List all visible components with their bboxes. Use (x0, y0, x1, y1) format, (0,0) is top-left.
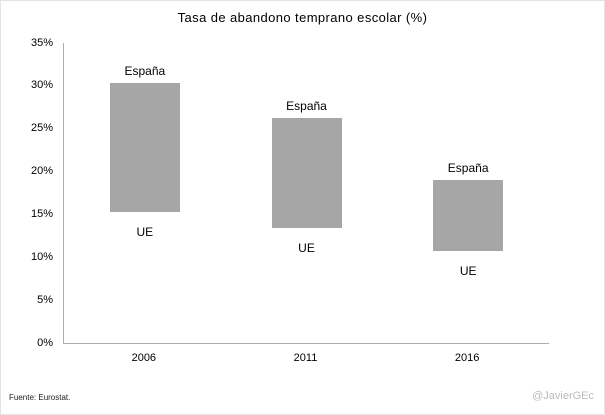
x-tick-label: 2011 (293, 352, 318, 364)
range-bar (433, 180, 504, 252)
espana-label: España (286, 98, 327, 113)
y-axis: 0% 5% 10% 15% 20% 25% 30% 35% (1, 37, 53, 349)
x-tick-label: 2016 (454, 352, 480, 364)
source-note: Fuente: Eurostat. (9, 393, 71, 402)
credit-handle: @JavierGEc (532, 390, 594, 402)
range-bar (271, 117, 342, 229)
y-tick-label: 30% (30, 79, 53, 92)
y-tick-label: 0% (37, 336, 53, 349)
y-tick-label: 15% (30, 207, 53, 220)
x-axis: 2006 2011 2016 (63, 352, 548, 368)
espana-label: España (124, 64, 166, 79)
ue-label: UE (136, 224, 154, 239)
y-tick-label: 10% (30, 250, 53, 263)
ue-label: UE (298, 241, 315, 256)
ue-label: UE (459, 264, 477, 279)
y-tick-label: 5% (37, 293, 53, 306)
y-tick-label: 20% (30, 165, 53, 178)
chart-title: Tasa de abandono temprano escolar (%) (177, 10, 428, 25)
plot-area: España UE España UE España UE (63, 43, 549, 344)
range-bar (109, 83, 180, 212)
y-tick-label: 25% (30, 122, 53, 135)
x-tick-label: 2006 (131, 352, 157, 364)
y-tick-label: 35% (30, 36, 53, 49)
espana-label: España (447, 161, 489, 176)
